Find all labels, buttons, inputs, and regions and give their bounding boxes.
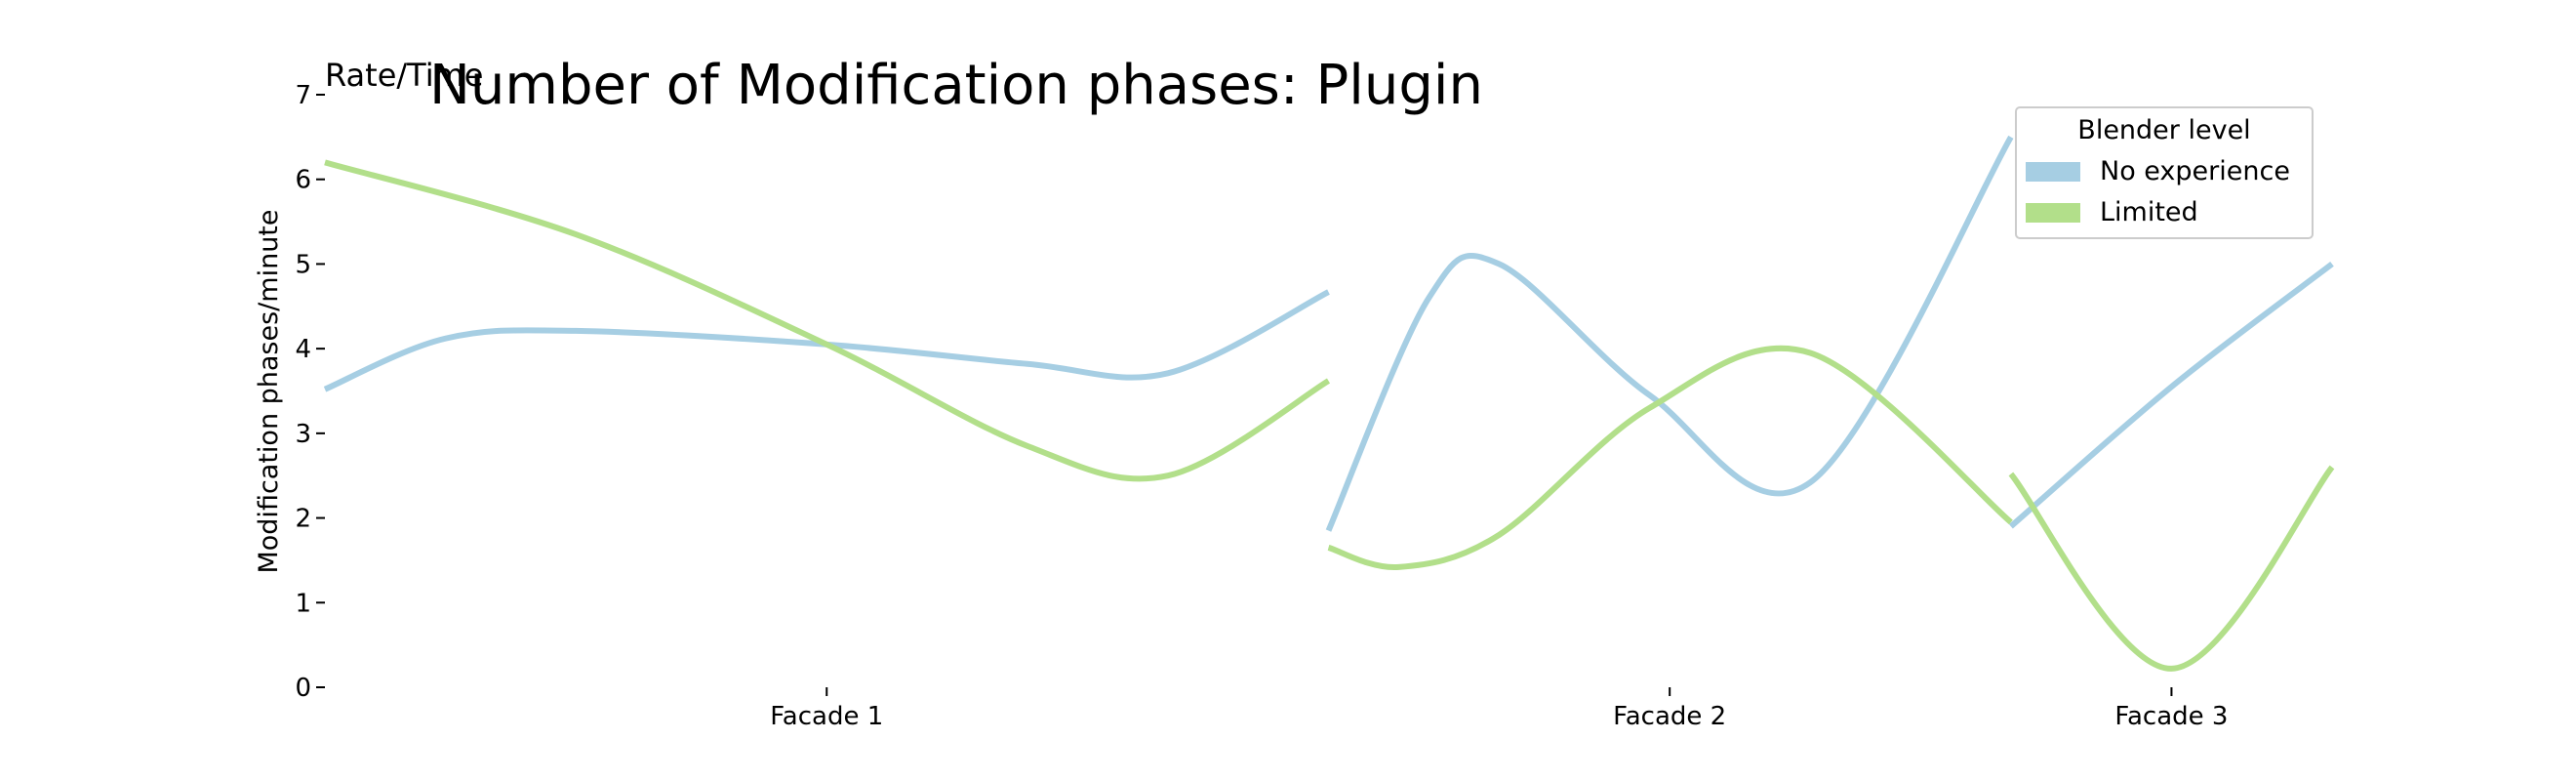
x-tick-label: Facade 2 [1613, 702, 1726, 731]
legend-label: Limited [2100, 197, 2198, 227]
series-line-0-segment-0 [323, 289, 1330, 392]
series-line-0-segment-1 [1325, 135, 2014, 532]
y-axis: 0 1 2 3 4 5 6 7 [295, 81, 325, 703]
y-tick-label: 5 [295, 250, 311, 279]
legend: Blender level No experience Limited [2015, 106, 2314, 239]
x-tick-label: Facade 1 [770, 702, 883, 731]
y-tick-label: 2 [295, 505, 311, 534]
y-tick-label: 4 [295, 335, 311, 364]
x-tick-label: Facade 3 [2114, 702, 2228, 731]
y-tick-label: 6 [295, 166, 311, 195]
legend-swatch [2026, 203, 2080, 223]
legend-title: Blender level [2077, 115, 2250, 145]
series-line-0-segment-2 [2008, 262, 2334, 529]
x-axis: Facade 1 Facade 2 Facade 3 [770, 687, 2228, 731]
series-line-1-segment-0 [324, 159, 1331, 482]
y-axis-label: Modification phases/minute [254, 209, 284, 573]
series-line-1-segment-2 [2008, 465, 2335, 672]
legend-label: No experience [2100, 156, 2290, 186]
series-lines [323, 135, 2335, 672]
y-tick-label: 0 [295, 674, 311, 703]
corner-label: Rate/Time [325, 57, 483, 94]
y-tick-label: 1 [295, 589, 311, 618]
series-line-1-segment-1 [1327, 345, 2013, 570]
y-tick-label: 7 [295, 81, 311, 110]
y-tick-label: 3 [295, 420, 311, 449]
chart-title: Number of Modification phases: Plugin [429, 54, 1483, 117]
legend-swatch [2026, 162, 2080, 182]
legend-frame [2015, 106, 2314, 239]
